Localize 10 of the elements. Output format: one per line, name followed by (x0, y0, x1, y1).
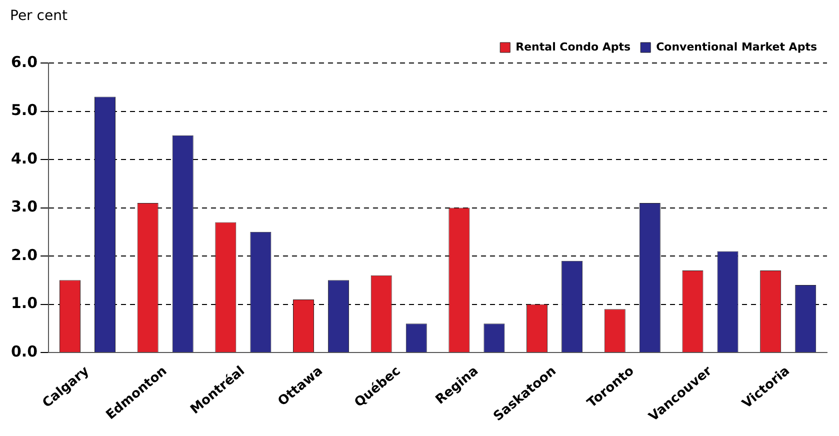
y-tick-label: 0.0 (10, 342, 38, 360)
y-tick-label: 3.0 (10, 198, 38, 216)
y-axis-title: Per cent (10, 8, 68, 26)
y-tick-label: 5.0 (10, 101, 38, 120)
legend-label: Conventional Market Apts (656, 40, 818, 54)
y-tick-label: 6.0 (10, 52, 38, 71)
y-tick-label: 2.0 (10, 246, 38, 264)
y-tick-label: 1.0 (10, 294, 38, 312)
y-tick-label: 4.0 (10, 149, 38, 168)
legend-label: Rental Condo Apts (516, 40, 632, 54)
